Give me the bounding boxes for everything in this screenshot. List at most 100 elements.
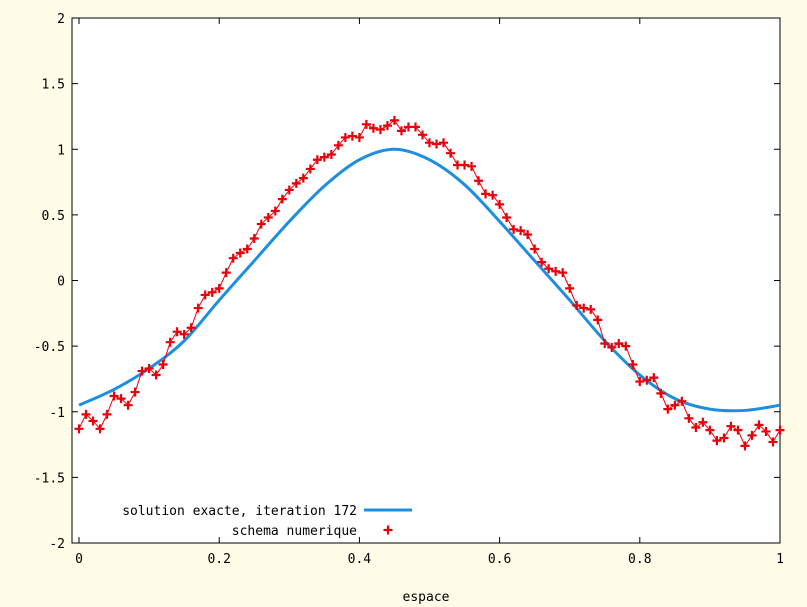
numeric-point xyxy=(509,224,519,234)
numeric-point xyxy=(312,155,322,165)
numeric-point xyxy=(425,138,435,148)
y-tick-label: -0.5 xyxy=(34,340,65,355)
numeric-point xyxy=(109,391,119,401)
numeric-point xyxy=(137,366,147,376)
x-tick-label: 0 xyxy=(75,552,83,567)
numeric-point xyxy=(698,417,708,427)
numeric-point xyxy=(754,420,764,430)
numeric-point xyxy=(628,360,638,369)
numeric-point xyxy=(593,315,603,325)
numeric-point xyxy=(361,119,371,129)
numeric-point xyxy=(172,327,182,337)
series-numeric xyxy=(74,115,785,451)
numeric-point xyxy=(607,342,617,352)
numeric-point xyxy=(621,341,631,351)
numeric-point xyxy=(228,253,238,263)
numeric-point xyxy=(165,337,175,347)
numeric-point xyxy=(712,436,722,446)
numeric-point xyxy=(551,266,561,276)
numeric-point xyxy=(705,425,715,435)
numeric-point xyxy=(277,194,287,204)
y-tick-label: 0.5 xyxy=(42,209,65,224)
numeric-point xyxy=(81,409,91,419)
numeric-point xyxy=(235,248,245,258)
numeric-point xyxy=(656,388,666,398)
y-tick-label: -2 xyxy=(49,537,65,552)
x-axis-title: espace xyxy=(403,590,450,605)
numeric-point xyxy=(642,375,652,385)
numeric-point xyxy=(733,425,743,435)
numeric-point xyxy=(586,304,596,314)
numeric-point xyxy=(516,226,526,236)
numeric-point xyxy=(375,125,385,135)
numeric-point xyxy=(439,138,449,148)
numeric-point xyxy=(417,130,427,140)
y-tick-label: 0 xyxy=(57,275,65,290)
x-tick-label: 0.4 xyxy=(348,552,372,567)
x-tick-label: 0.8 xyxy=(628,552,651,567)
numeric-point xyxy=(340,132,350,142)
legend-label-numeric: schema numerique xyxy=(232,524,357,539)
numeric-point xyxy=(284,185,294,195)
numeric-point xyxy=(467,161,477,171)
plot-area xyxy=(71,17,781,544)
numeric-point xyxy=(333,140,343,150)
numeric-point xyxy=(572,300,582,310)
y-tick-label: 1 xyxy=(57,143,65,158)
numeric-point xyxy=(635,377,645,387)
legend-label-exact: solution exacte, iteration 172 xyxy=(122,504,357,519)
numeric-point xyxy=(74,424,84,434)
numeric-point xyxy=(144,363,154,373)
numeric-point xyxy=(502,213,512,222)
y-tick-label: 1.5 xyxy=(42,78,65,93)
numeric-point xyxy=(270,206,280,216)
numeric-point xyxy=(719,433,729,443)
numeric-point xyxy=(179,329,189,339)
legend-swatch-numeric xyxy=(383,525,393,535)
numeric-point xyxy=(761,426,771,436)
numeric-point xyxy=(158,360,168,369)
y-tick-label: -1 xyxy=(49,406,65,421)
numeric-point xyxy=(116,394,126,404)
numeric-point xyxy=(663,404,673,414)
legend: solution exacte, iteration 172 schema num… xyxy=(122,504,412,539)
numeric-point xyxy=(684,413,694,423)
numeric-point xyxy=(382,121,392,131)
numeric-point xyxy=(263,213,273,222)
numeric-point xyxy=(600,339,610,348)
numeric-point xyxy=(523,230,533,240)
numeric-point xyxy=(319,152,329,162)
numeric-point xyxy=(446,148,456,158)
numeric-point xyxy=(207,287,217,297)
numeric-point xyxy=(481,189,491,199)
y-tick-label: -1.5 xyxy=(34,471,65,486)
numeric-point xyxy=(495,199,505,209)
numeric-point xyxy=(747,430,757,440)
numeric-point xyxy=(242,244,252,254)
numeric-point xyxy=(326,150,336,159)
numeric-point xyxy=(298,173,308,183)
numeric-point xyxy=(460,160,470,170)
y-axis: -2 -1.5 -1 -0.5 0 0.5 1 1.5 2 xyxy=(34,12,780,552)
numeric-point xyxy=(130,387,140,397)
numeric-point xyxy=(305,164,315,174)
numeric-point xyxy=(347,131,357,141)
numeric-point xyxy=(193,303,203,313)
numeric-point xyxy=(95,424,105,434)
x-tick-label: 0.2 xyxy=(207,552,230,567)
numeric-point xyxy=(200,290,210,300)
numeric-point xyxy=(768,437,778,447)
numeric-point xyxy=(354,132,364,142)
numeric-point xyxy=(368,123,378,133)
numeric-point xyxy=(123,400,133,410)
numeric-point xyxy=(649,373,659,383)
numeric-point xyxy=(579,303,589,313)
numeric-point xyxy=(410,122,420,132)
x-axis: 0 0.2 0.4 0.6 0.8 1 xyxy=(75,18,784,567)
numeric-point xyxy=(677,396,687,406)
numeric-point xyxy=(537,257,547,267)
numeric-point xyxy=(544,264,554,274)
numeric-point xyxy=(256,219,266,229)
numeric-point xyxy=(291,178,301,188)
